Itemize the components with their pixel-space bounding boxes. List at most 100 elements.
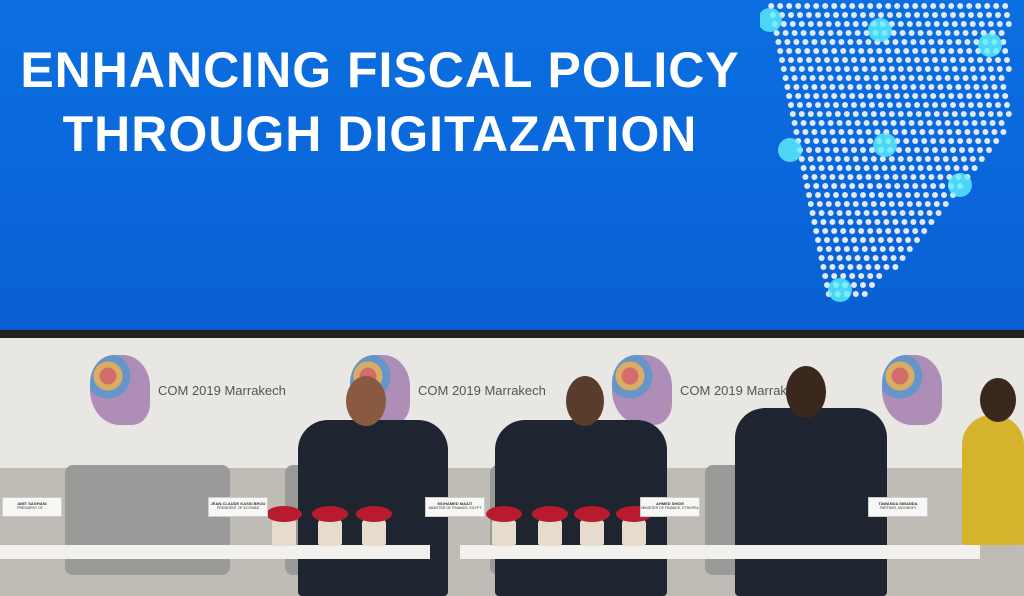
map-dot [800,30,807,36]
map-dot [860,12,866,18]
map-dot [926,165,933,171]
map-dot [948,3,955,9]
map-dot [939,138,946,144]
map-dot [833,147,839,153]
map-dot [854,120,861,126]
map-dot [950,147,956,153]
map-dot [861,66,868,72]
nameplate: AMIT SAGHANI PRESIDENT OF ... [2,497,62,517]
map-dot [851,192,857,198]
map-dot [987,111,994,117]
map-dot [829,39,836,45]
map-dot [802,84,809,90]
map-dot [887,192,893,198]
map-dot [915,111,922,117]
map-dot [905,237,911,243]
map-dot [847,39,854,45]
map-dot [843,21,850,27]
map-dot [876,93,883,99]
map-dot [795,93,802,99]
map-dot [863,165,870,171]
nameplate-name: MOHAMED MAAIT [437,501,473,506]
map-dot [847,264,854,270]
map-dot [816,111,823,117]
map-dot [845,165,852,171]
map-dot [906,246,913,252]
map-dot [879,156,886,162]
map-dot [872,75,879,81]
map-dot [1000,129,1007,135]
map-dot [807,201,814,207]
map-glow-dot [868,18,892,42]
map-dot [968,12,974,18]
logo-text: COM 2019 Marrakech [680,382,808,398]
map-dot [863,120,870,126]
map-dot [863,75,870,81]
map-dot [933,66,940,72]
map-dot [804,183,811,189]
map-dot [960,66,967,72]
map-dot [829,264,836,270]
map-dot [960,111,967,117]
map-dot [860,282,866,288]
map-dot [840,93,847,99]
map-dot [996,111,1003,117]
map-dot [849,93,856,99]
map-dot [890,75,897,81]
map-dot [843,201,850,207]
map-dot [932,12,938,18]
map-dot [797,12,803,18]
map-dot [881,120,888,126]
map-dot [903,138,910,144]
map-dot [809,165,816,171]
map-dot [933,21,940,27]
map-dot [908,30,915,36]
map-dot [827,165,834,171]
presentation-screen: ENHANCING FISCAL POLICY THROUGH DIGITAZA… [0,0,1024,330]
map-dot [926,120,933,126]
map-dot [941,12,947,18]
map-dot [939,183,946,189]
map-dot [960,21,967,27]
map-dot [856,129,863,135]
map-dot [838,84,845,90]
map-dot [860,192,866,198]
map-dot [858,228,865,234]
map-dot [917,120,924,126]
map-dot [806,102,812,108]
map-dot [957,93,964,99]
map-glow-dot [778,138,802,162]
map-dot [793,39,800,45]
map-dot [1002,93,1009,99]
map-dot [836,255,843,261]
map-dot [986,12,992,18]
map-dot [840,228,847,234]
map-dot [955,39,962,45]
map-dot [888,66,895,72]
map-dot [786,48,793,54]
map-dot [861,156,868,162]
map-dot [865,219,872,225]
map-dot [777,3,784,9]
map-dot [867,93,874,99]
map-dot [815,192,821,198]
map-dot [888,156,895,162]
map-dot [858,273,865,279]
map-dot [903,48,910,54]
map-dot [917,75,924,81]
map-dot [800,120,807,126]
map-dot [788,102,794,108]
map-dot [784,39,791,45]
flower-vase [486,506,522,546]
map-dot [876,228,883,234]
map-dot [894,93,901,99]
map-dot [912,48,919,54]
map-dot [858,183,865,189]
map-dot [915,66,922,72]
map-dot [773,30,780,36]
map-dot [903,183,910,189]
map-dot [914,192,920,198]
title-line-2: THROUGH DIGITAZATION [62,106,698,162]
map-dot [944,30,951,36]
map-dot [829,129,836,135]
